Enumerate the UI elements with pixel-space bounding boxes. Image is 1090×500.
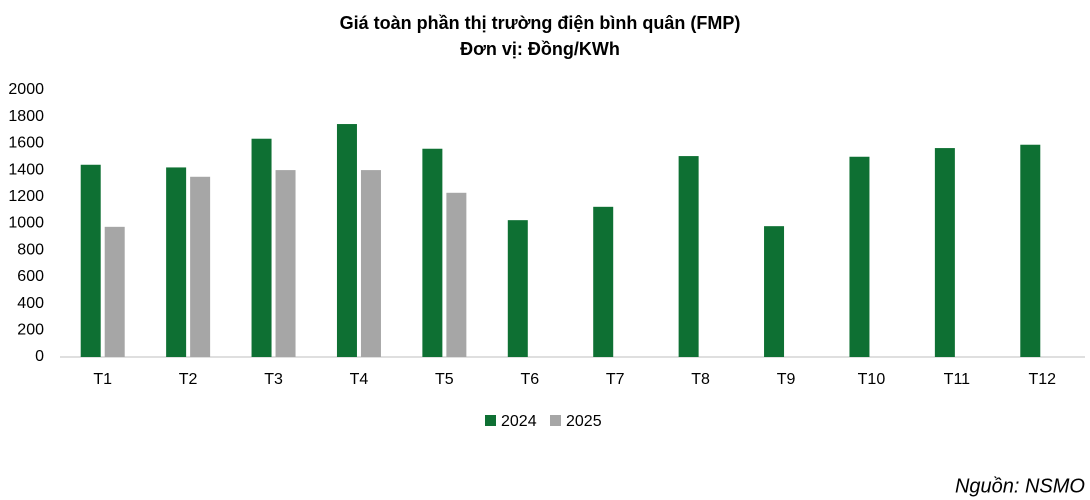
source-note: Nguồn: NSMO — [955, 475, 1085, 497]
x-tick-label: T1 — [93, 371, 112, 388]
bar — [507, 220, 528, 357]
bar — [849, 156, 870, 357]
bar — [275, 170, 296, 357]
bar — [80, 164, 101, 357]
y-tick-label: 800 — [17, 241, 44, 258]
bar — [104, 226, 125, 357]
bar — [934, 148, 955, 357]
chart-title: Giá toàn phần thị trường điện bình quân … — [340, 13, 741, 33]
x-tick-label: T4 — [350, 371, 369, 388]
bar — [446, 192, 467, 357]
legend-swatch — [485, 415, 496, 426]
x-tick-label: T9 — [777, 371, 796, 388]
x-tick-label: T5 — [435, 371, 454, 388]
y-tick-label: 1800 — [8, 108, 44, 125]
x-tick-label: T10 — [858, 371, 886, 388]
legend-swatch — [550, 415, 561, 426]
x-tick-label: T2 — [179, 371, 198, 388]
x-tick-label: T12 — [1029, 371, 1057, 388]
x-tick-label: T11 — [944, 371, 970, 388]
y-tick-label: 2000 — [8, 81, 44, 98]
x-tick-label: T6 — [520, 371, 539, 388]
y-tick-label: 1000 — [8, 215, 44, 232]
y-tick-label: 1600 — [8, 135, 44, 152]
y-tick-label: 600 — [17, 268, 44, 285]
bar — [422, 148, 443, 357]
y-tick-label: 400 — [17, 295, 44, 312]
y-tick-label: 1200 — [8, 188, 44, 205]
bar — [1020, 144, 1041, 357]
y-tick-label: 1400 — [8, 161, 44, 178]
bar — [593, 206, 614, 357]
legend-label: 2025 — [566, 413, 602, 430]
bar — [360, 170, 381, 357]
x-tick-label: T7 — [606, 371, 625, 388]
y-tick-label: 200 — [17, 322, 44, 339]
legend-label: 2024 — [501, 413, 537, 430]
bar — [190, 176, 211, 357]
bar — [336, 124, 357, 357]
bar — [251, 138, 272, 357]
y-tick-label: 0 — [35, 348, 44, 365]
x-tick-label: T3 — [264, 371, 283, 388]
x-tick-label: T8 — [691, 371, 710, 388]
bar — [678, 156, 699, 357]
chart-subtitle: Đơn vị: Đồng/KWh — [460, 39, 620, 59]
bar — [764, 226, 785, 357]
bar — [166, 167, 187, 357]
